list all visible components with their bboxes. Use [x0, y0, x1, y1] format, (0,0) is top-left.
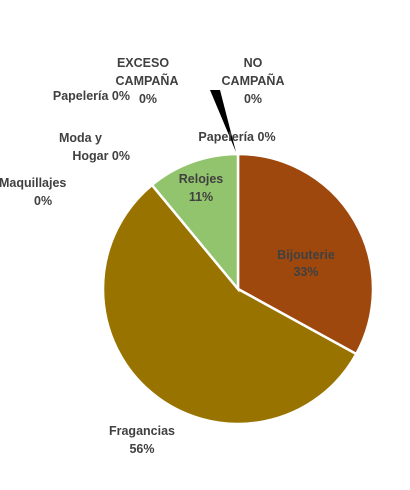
label-moda-y-hogar-3: Moda y Hogar 0%: [59, 131, 130, 163]
leader-line-moda-y-hogar-3: [135, 163, 148, 183]
leader-lines: [95, 90, 236, 190]
leader-line-maquillajes-2: [95, 186, 150, 190]
pie-slices: [101, 152, 375, 426]
label-bijouterie-0: Bijouterie 33%: [277, 248, 335, 279]
label-relojes-6: Relojes 11%: [179, 172, 224, 204]
label-no-campana-7: NO CAMPAÑA 0%: [222, 56, 285, 106]
label-maquillajes-2: Maquillajes 0%: [0, 176, 66, 208]
leader-line-no-campana-7: [210, 90, 236, 152]
leader-line-exceso-campana-5: [148, 110, 150, 180]
label-fragancias-1: Fragancias 56%: [109, 424, 175, 456]
label-exceso-campana-5: EXCESO CAMPAÑA 0%: [116, 56, 179, 106]
slice-labels: Bijouterie 33% Fragancias 56% Maquillajes 0% M…: [0, 56, 335, 456]
leader-line-papeleria-4: [135, 103, 146, 181]
slice-fragancias-1: [101, 183, 359, 426]
label-papeleria-8: Papelería 0%: [198, 130, 275, 144]
label-papeleria-4: Papelería 0%: [53, 89, 130, 103]
slice-bijouterie-0: [236, 152, 375, 356]
slice-relojes-6: [150, 152, 240, 293]
